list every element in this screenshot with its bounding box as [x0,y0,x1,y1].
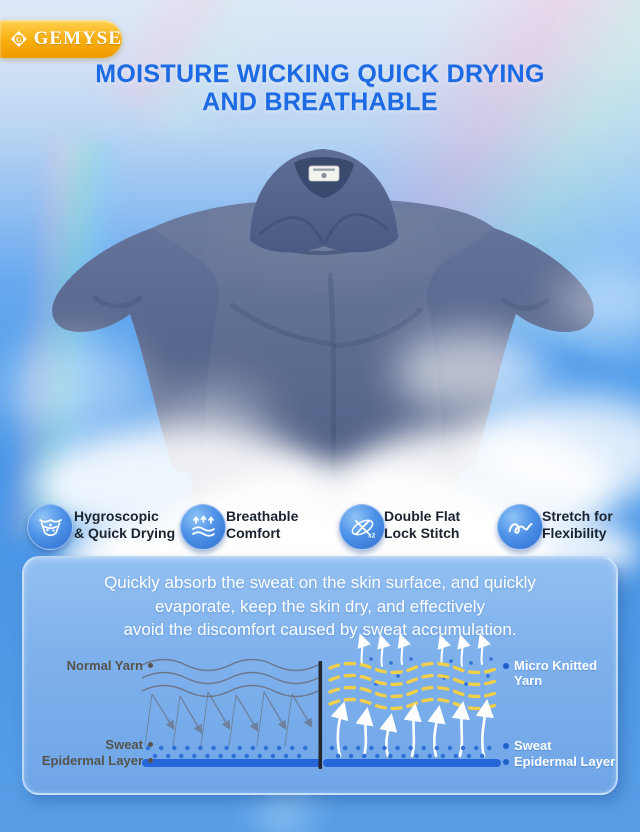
headline-line1: MOISTURE WICKING QUICK DRYING [95,60,545,88]
feature-label-stitch: Double Flat Lock Stitch [384,508,461,541]
vapor-dots [352,657,493,686]
yarn-comparison-diagram [141,633,501,769]
bullet-dot [148,742,153,748]
bullet-dot [148,663,153,669]
normal-yarn-waves [141,658,319,698]
headline: MOISTURE WICKING QUICK DRYING AND BREATH… [0,60,640,116]
lock-stitch-icon: x2 [339,504,385,550]
evaporation-arrows-top [357,633,491,667]
headline-line2: AND BREATHABLE [202,88,438,116]
panel-description: Quickly absorb the sweat on the skin sur… [104,573,536,639]
epidermal-bar-left [142,759,321,767]
normal-yarn-label: Normal Yarn [67,658,153,673]
stretch-icon [497,504,543,550]
epidermal-layer-label-left: Epidermal Layer [42,753,153,768]
sweat-label-left: Sweat [105,737,153,752]
sweat-dots-right [329,745,499,759]
bullet-dot [503,758,509,765]
neck-label-tag [308,165,340,182]
sweat-drip-arrows [144,691,313,747]
feature-label-stretch: Stretch for Flexibility [542,508,613,541]
sweat-dots-left [145,745,317,759]
feature-label-breathable: Breathable Comfort [226,508,299,541]
moisture-absorb-icon [27,504,73,550]
micro-knitted-yarn-waves [328,661,500,711]
wicking-arrows [330,698,494,758]
brand-diamond-icon: G [10,31,27,47]
feature-label-hygroscopic: Hygroscopic & Quick Drying [74,508,176,541]
brand-logo: G GEMYSE [0,20,122,58]
micro-knitted-yarn-label: Micro Knitted Yarn [503,658,597,688]
info-panel: Quickly absorb the sweat on the skin sur… [22,556,618,795]
bullet-dot [503,742,509,749]
diagram-divider [318,661,323,769]
bullet-dot [503,662,509,669]
brand-name: GEMYSE [33,28,122,49]
svg-text:G: G [16,35,22,44]
epidermal-bar-right [323,759,501,767]
svg-text:x2: x2 [368,532,376,539]
breathable-icon [180,504,226,550]
bullet-dot [148,758,153,764]
sweat-label-right: Sweat [503,738,552,753]
epidermal-layer-label-right: Epidermal Layer [503,754,615,769]
